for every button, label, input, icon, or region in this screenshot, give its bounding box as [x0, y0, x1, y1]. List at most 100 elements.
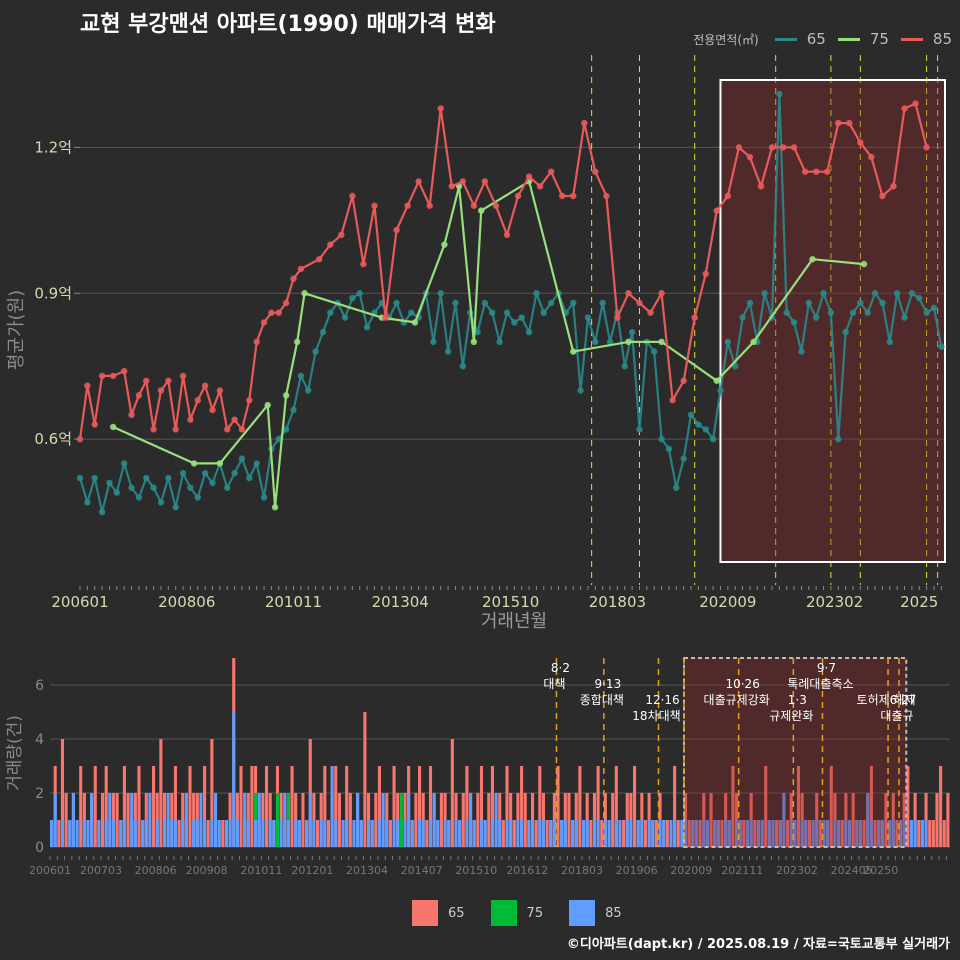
data-point-65 [893, 290, 901, 297]
volume-bar-65 [665, 820, 669, 847]
volume-bar-85 [323, 820, 327, 847]
volume-bar-65 [709, 793, 713, 847]
data-point-65 [341, 314, 349, 321]
bar-x-tick-label: 201011 [240, 864, 282, 877]
price-y-tick-label: 1.2억 [34, 138, 72, 156]
data-point-85 [371, 202, 378, 209]
data-point-85 [84, 382, 91, 389]
volume-bar-65 [643, 820, 648, 847]
price-x-tick-label: 202302 [806, 593, 863, 611]
volume-bar-85 [847, 820, 852, 847]
data-point-85 [923, 144, 930, 151]
volume-bar-65 [126, 793, 130, 847]
volume-bar-65 [614, 766, 618, 847]
data-point-85 [382, 314, 389, 321]
volume-bar-85 [305, 820, 309, 847]
volume-bar-85 [319, 820, 323, 847]
volume-bar-85 [203, 820, 207, 847]
volume-bar-85 [443, 820, 447, 847]
bar-legend: 65 75 85 [412, 900, 636, 926]
data-point-65 [547, 299, 555, 307]
data-point-65 [687, 411, 695, 419]
data-point-75 [293, 338, 301, 346]
volume-bar-65 [596, 766, 600, 847]
volume-bar-65 [512, 820, 516, 847]
data-point-75 [658, 338, 665, 346]
data-point-85 [128, 411, 135, 419]
series-line-85 [78, 102, 928, 440]
data-point-65 [805, 299, 813, 307]
volume-bar-65 [461, 793, 465, 847]
data-point-85 [459, 178, 467, 185]
volume-bar-65 [906, 766, 910, 847]
volume-bar-65 [928, 820, 932, 847]
data-point-85 [268, 309, 275, 316]
volume-bar-85 [520, 820, 524, 847]
volume-bar-85 [410, 820, 414, 847]
volume-bar-85 [920, 820, 924, 847]
data-point-75 [625, 338, 632, 346]
volume-bar-65 [203, 766, 207, 847]
data-point-85 [790, 144, 798, 151]
volume-bar-85 [760, 820, 764, 847]
data-point-85 [238, 426, 246, 433]
volume-bar-65 [869, 766, 873, 847]
volume-bar-85 [596, 820, 600, 847]
data-point-75 [411, 319, 419, 326]
volume-bar-65 [545, 820, 549, 847]
volume-bar-85 [855, 820, 859, 847]
volume-bar-85 [254, 820, 258, 847]
bar-x-tick-label: 200703 [80, 864, 122, 877]
data-point-65 [518, 314, 525, 321]
bar-legend-item-85: 85 [569, 900, 622, 926]
price-x-tick-label: 200601 [51, 593, 108, 611]
volume-bar-85 [680, 820, 684, 847]
volume-bar-85 [283, 793, 287, 847]
data-point-65 [636, 426, 643, 433]
data-point-65 [474, 328, 481, 336]
data-point-85 [165, 377, 172, 384]
volume-bar-85 [815, 820, 819, 847]
data-point-65 [533, 290, 540, 297]
data-point-65 [790, 319, 798, 326]
volume-bar-85 [195, 820, 199, 847]
volume-bar-65 [939, 766, 943, 847]
data-point-85 [415, 178, 422, 185]
volume-bar-65 [428, 766, 433, 847]
data-point-65 [201, 469, 209, 477]
bar-legend-label-85: 85 [605, 905, 622, 921]
data-point-85 [290, 275, 297, 282]
volume-bar-85 [800, 820, 804, 847]
bar-x-tick-label: 201906 [616, 864, 658, 877]
volume-bar-65 [79, 766, 83, 847]
volume-bar-85 [563, 820, 567, 847]
bar-x-tick-label: 201201 [291, 864, 333, 877]
legend-swatch-85 [900, 37, 923, 41]
data-point-65 [673, 484, 680, 491]
volume-bar-65 [122, 766, 126, 847]
data-point-85 [231, 416, 238, 423]
data-point-65 [231, 469, 238, 477]
data-point-85 [492, 202, 500, 209]
data-point-65 [820, 290, 827, 297]
data-point-65 [246, 474, 253, 482]
policy-date-label: 6·27 [890, 693, 917, 707]
volume-bar-85 [385, 820, 389, 847]
volume-bar-65 [676, 820, 680, 847]
volume-bar-65 [337, 793, 341, 847]
volume-bar-85 [345, 820, 349, 847]
bar-x-tick-label: 202009 [670, 864, 712, 877]
volume-bar-85 [789, 820, 793, 847]
volume-bar-85 [392, 820, 396, 847]
policy-date-label: 9·7 [817, 661, 836, 675]
data-point-85 [91, 421, 98, 428]
data-point-85 [187, 416, 194, 423]
volume-bar-85 [111, 820, 116, 847]
data-point-65 [260, 494, 268, 501]
volume-bar-85 [130, 793, 134, 847]
volume-bar-65 [414, 793, 418, 847]
volume-bar-65 [115, 793, 119, 847]
series-line-65 [78, 92, 943, 514]
